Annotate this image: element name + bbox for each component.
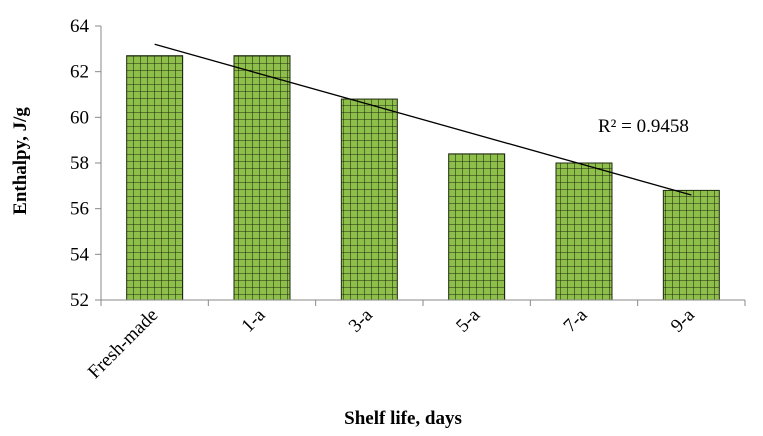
trend-line — [154, 43, 692, 196]
y-axis-title: Enthalpy, J/g — [10, 107, 31, 215]
y-tick-label: 60 — [70, 107, 89, 128]
y-tick-label: 62 — [70, 62, 89, 83]
bar-1-a — [233, 55, 291, 301]
y-tick-label: 54 — [70, 244, 90, 265]
bars — [126, 55, 720, 301]
x-axis-title: Shelf life, days — [344, 408, 462, 429]
bar-3-a — [340, 98, 398, 301]
bar-5-a — [448, 153, 506, 301]
x-tick-label: 9-a — [667, 304, 699, 336]
y-tick-label: 64 — [70, 16, 90, 37]
y-tick-label: 52 — [70, 290, 89, 311]
x-tick-label: Fresh-made — [84, 305, 162, 383]
y-axis-ticks: 52 54 56 58 60 62 64 — [70, 16, 101, 311]
axes — [100, 26, 745, 301]
x-tick-label: 5-a — [452, 304, 484, 336]
y-tick-label: 56 — [70, 199, 89, 220]
bar-fresh-made — [126, 55, 184, 301]
x-tick-label: 1-a — [238, 304, 270, 336]
x-axis-ticks: Fresh-made 1-a 3-a 5-a 7-a 9-a — [84, 300, 746, 383]
r-squared-label: R² = 0.9458 — [598, 116, 689, 137]
x-tick-label: 7-a — [560, 304, 592, 336]
bar-9-a — [662, 189, 720, 301]
x-tick-label: 3-a — [345, 304, 377, 336]
y-tick-label: 58 — [70, 153, 89, 174]
bar-7-a — [555, 162, 613, 301]
